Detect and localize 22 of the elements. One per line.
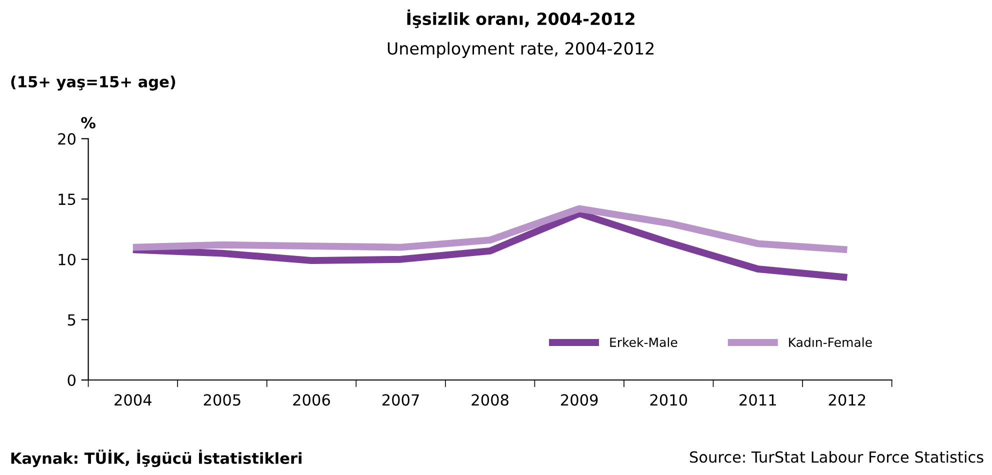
x-tick-label: 2004	[114, 394, 152, 406]
y-axis-title: %	[81, 116, 96, 128]
x-tick-label: 2007	[382, 394, 419, 406]
legend-label: Erkek-Male	[610, 337, 678, 348]
y-tick-label: 10	[58, 254, 76, 266]
x-tick-label: 2006	[293, 394, 330, 406]
y-tick-label: 0	[68, 374, 76, 386]
x-tick-label: 2008	[472, 394, 508, 406]
x-tick-label: 2012	[828, 394, 866, 406]
chart-title: İşsizlik oranı, 2004-2012	[407, 9, 634, 28]
y-tick-label: 20	[58, 133, 76, 145]
text: Kaynak: TÜİK, İşgücü İstatistikleri	[11, 450, 302, 468]
x-tick-label: 2009	[561, 394, 598, 406]
y-tick-label: 15	[58, 194, 76, 206]
text: (15+ yaş=15+ age)	[11, 76, 176, 91]
x-tick-label: 2005	[204, 394, 240, 406]
x-tick-label: 2011	[740, 394, 776, 406]
y-tick-label: 5	[68, 314, 76, 326]
legend-label: Kadın-Female	[789, 337, 872, 348]
source-note: Source: TurStat Labour Force Statistics	[690, 450, 984, 463]
x-tick-label: 2010	[650, 394, 688, 406]
chart-subtitle: Unemployment rate, 2004-2012	[388, 42, 654, 58]
